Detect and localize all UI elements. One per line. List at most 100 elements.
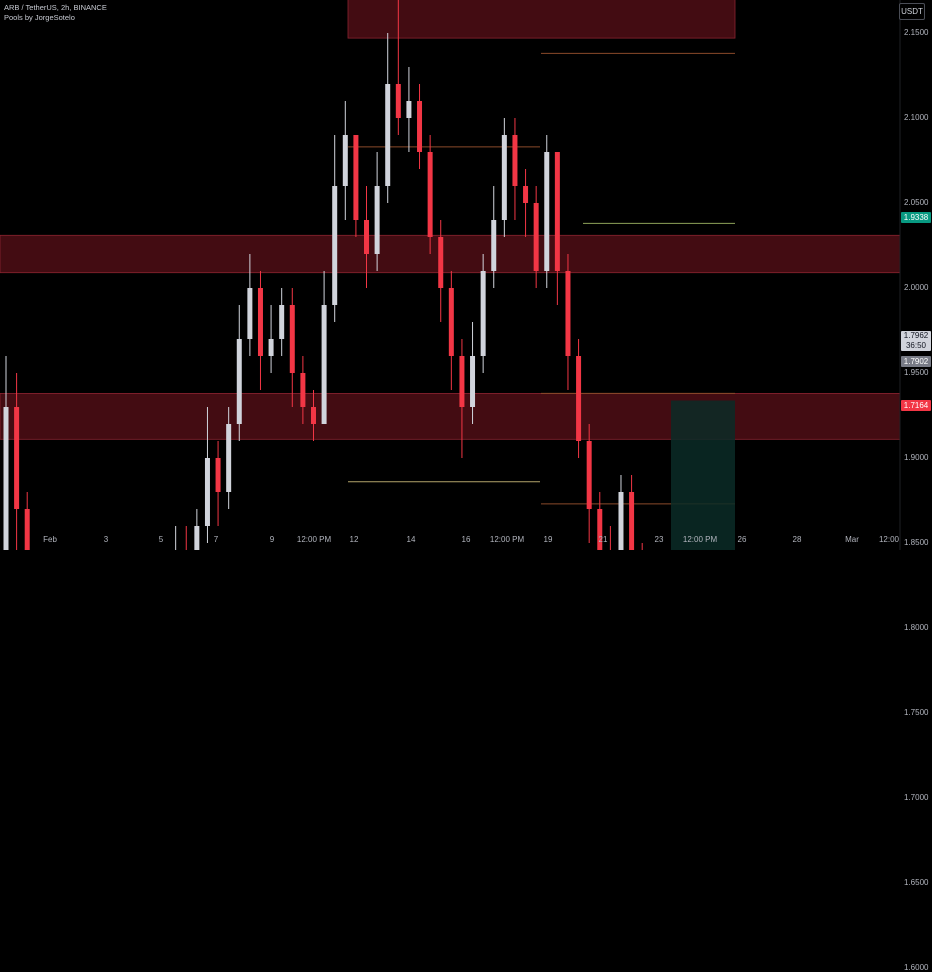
indicator-info[interactable]: Pools by JorgeSotelo xyxy=(4,13,75,22)
candle xyxy=(491,186,497,288)
price-axis-label: 1.7500 xyxy=(904,708,929,717)
candle xyxy=(417,84,423,169)
candle xyxy=(204,407,210,543)
candle-body xyxy=(353,135,359,220)
candle xyxy=(310,390,316,441)
candle-body xyxy=(247,288,253,339)
candle xyxy=(629,475,635,550)
candle xyxy=(321,271,327,424)
candle-body xyxy=(523,186,529,203)
price-axis-label: 1.7000 xyxy=(904,793,929,802)
price-axis-label: 1.8000 xyxy=(904,623,929,632)
candle-body xyxy=(310,407,316,424)
candle xyxy=(364,186,370,288)
candle-body xyxy=(565,271,571,356)
time-axis-label: 7 xyxy=(213,535,219,544)
price-axis-label: 1.8500 xyxy=(904,538,929,547)
candle-body xyxy=(470,356,476,407)
levels-layer xyxy=(348,52,735,505)
candle-body xyxy=(597,509,603,550)
candle-body xyxy=(342,135,348,186)
candle-body xyxy=(554,152,560,271)
time-axis-label: 9 xyxy=(269,535,275,544)
candle xyxy=(300,356,306,424)
currency-button[interactable]: USDT xyxy=(899,3,925,20)
time-axis-label: 12:00 PM xyxy=(489,535,525,544)
entry-price-tag: 1.7902 xyxy=(901,356,931,367)
candle xyxy=(175,526,177,550)
candle xyxy=(24,492,30,550)
candle xyxy=(406,67,412,152)
supply-zone xyxy=(0,234,901,274)
candle xyxy=(427,135,433,254)
candle-body xyxy=(618,492,624,550)
symbol-info[interactable]: ARB / TetherUS, 2h, BINANCE xyxy=(4,3,107,12)
candle-body xyxy=(406,101,412,118)
candle xyxy=(268,305,274,373)
candle xyxy=(641,543,643,550)
candle xyxy=(618,475,624,550)
candles-layer xyxy=(3,0,643,550)
position-tool xyxy=(671,400,735,550)
candle-body xyxy=(236,339,242,424)
time-axis-label: 26 xyxy=(737,535,747,544)
candle xyxy=(533,186,539,288)
candle-body xyxy=(385,84,391,186)
candle xyxy=(14,373,20,550)
candle xyxy=(226,407,232,509)
time-axis-label: 12:00 PM xyxy=(682,535,718,544)
price-chart[interactable] xyxy=(0,0,932,550)
time-axis-label: 12 xyxy=(349,535,359,544)
price-axis-label: 1.9000 xyxy=(904,453,929,462)
candle xyxy=(448,271,454,390)
candle xyxy=(609,526,611,550)
price-axis-label: 1.9500 xyxy=(904,368,929,377)
candle-body xyxy=(194,526,200,550)
candle-body xyxy=(438,237,444,288)
candle-body xyxy=(586,441,592,509)
candle-body xyxy=(491,220,497,271)
candle xyxy=(279,288,285,356)
candle-body xyxy=(257,288,263,356)
candle-body xyxy=(395,84,401,118)
candle xyxy=(289,288,295,407)
candle xyxy=(438,220,444,322)
current-price-value: 1.7962 xyxy=(903,331,929,340)
candle-body xyxy=(533,203,539,271)
candle xyxy=(470,322,476,424)
current-price-tag: 1.7962 36:50 xyxy=(901,331,931,351)
candle xyxy=(385,33,391,203)
time-axis-label: Mar xyxy=(845,535,859,544)
target-price-tag: 1.9338 xyxy=(901,212,931,223)
price-axis-label: 2.0000 xyxy=(904,283,929,292)
time-axis-label: 28 xyxy=(792,535,802,544)
candle xyxy=(459,339,465,458)
candle-body xyxy=(300,373,306,407)
supply-zone xyxy=(0,392,901,440)
candle xyxy=(544,135,550,288)
candle-body xyxy=(576,356,582,441)
candle-body xyxy=(3,407,9,550)
candle xyxy=(480,254,486,373)
candle xyxy=(523,169,529,237)
position-profit-area xyxy=(671,400,735,550)
candle-body xyxy=(544,152,550,271)
time-axis-label: 12:00 xyxy=(878,535,900,544)
candle-body xyxy=(417,101,423,152)
candle-body xyxy=(268,339,274,356)
price-axis-label: 2.1500 xyxy=(904,28,929,37)
candle-body xyxy=(629,492,635,550)
candle xyxy=(586,424,592,543)
candle xyxy=(236,305,242,441)
bar-countdown: 36:50 xyxy=(905,341,927,350)
candle-body xyxy=(14,407,20,509)
candle xyxy=(215,441,221,526)
time-axis-label: 21 xyxy=(598,535,608,544)
candle xyxy=(257,271,263,390)
candle xyxy=(565,254,571,390)
time-axis-label: 5 xyxy=(158,535,164,544)
time-axis-label: 16 xyxy=(461,535,471,544)
candle xyxy=(194,509,200,550)
candle-body xyxy=(215,458,221,492)
candle xyxy=(247,254,253,356)
